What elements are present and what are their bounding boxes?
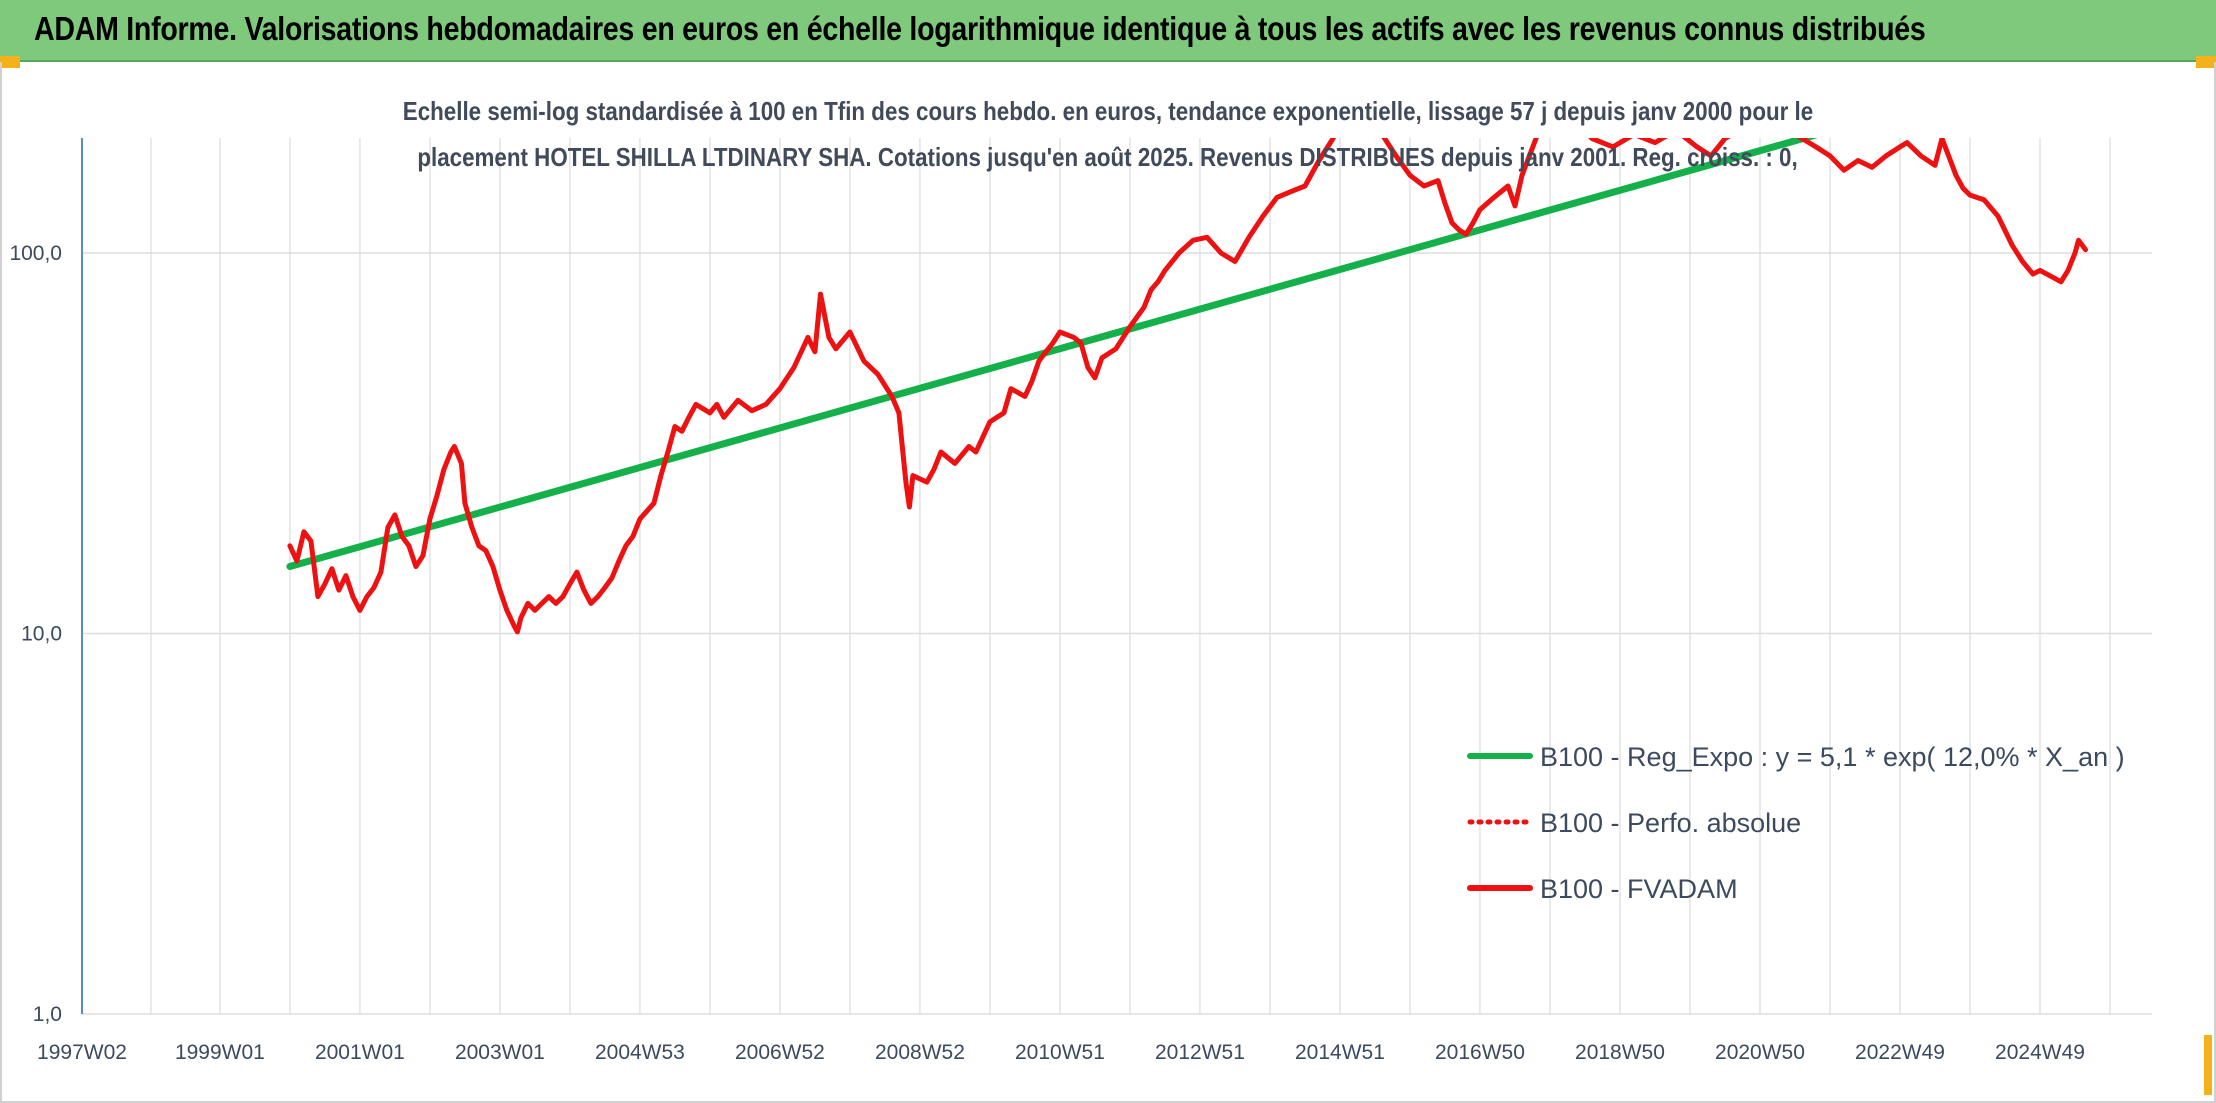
header-banner: ADAM Informe. Valorisations hebdomadaire… bbox=[0, 0, 2216, 62]
x-tick-label: 2004W53 bbox=[595, 1041, 685, 1064]
chart-frame bbox=[0, 62, 2216, 1103]
series-line-regression bbox=[286, 138, 1818, 570]
chart-subtitle-line-1: Echelle semi-log standardisée à 100 en T… bbox=[402, 96, 1814, 126]
series-line-fvadam bbox=[287, 138, 2088, 635]
series-layer bbox=[286, 138, 2088, 635]
x-tick-label: 2016W50 bbox=[1435, 1041, 1525, 1064]
x-tick-label: 2001W01 bbox=[315, 1041, 405, 1064]
page-title: ADAM Informe. Valorisations hebdomadaire… bbox=[34, 10, 1926, 47]
y-tick-label: 10,0 bbox=[21, 623, 62, 646]
x-tick-label: 2020W50 bbox=[1715, 1041, 1805, 1064]
x-tick-label: 2014W51 bbox=[1295, 1041, 1385, 1064]
legend-label: B100 - Perfo. absolue bbox=[1540, 808, 1801, 838]
y-tick-label: 1,0 bbox=[33, 1003, 62, 1026]
x-tick-label: 2022W49 bbox=[1855, 1041, 1945, 1064]
grid-lines bbox=[82, 138, 2152, 1015]
x-tick-label: 2010W51 bbox=[1015, 1041, 1105, 1064]
y-tick-label: 100,0 bbox=[9, 242, 62, 265]
legend: B100 - Reg_Expo : y = 5,1 * exp( 12,0% *… bbox=[1467, 742, 2125, 904]
x-tick-label: 2008W52 bbox=[875, 1041, 965, 1064]
legend-label: B100 - Reg_Expo : y = 5,1 * exp( 12,0% *… bbox=[1540, 742, 2125, 772]
chart-subtitle-line-2: placement HOTEL SHILLA LTDINARY SHA. Cot… bbox=[417, 142, 1799, 172]
legend-entry-fvadam: B100 - FVADAM bbox=[1467, 874, 1738, 904]
edge-marker bbox=[2204, 1035, 2212, 1095]
axes: 100,0 10,0 1,0 1997W02 1999W01 2001W01 2003W01… bbox=[9, 138, 2085, 1064]
x-tick-label: 2006W52 bbox=[735, 1041, 825, 1064]
corner-marker-left bbox=[0, 56, 20, 68]
corner-marker-right bbox=[2196, 56, 2216, 68]
x-tick-label: 2018W50 bbox=[1575, 1041, 1665, 1064]
legend-entry-regression: B100 - Reg_Expo : y = 5,1 * exp( 12,0% *… bbox=[1467, 742, 2125, 772]
x-tick-label: 2003W01 bbox=[455, 1041, 545, 1064]
x-tick-label: 2024W49 bbox=[1995, 1041, 2085, 1064]
x-tick-label: 1997W02 bbox=[37, 1041, 127, 1064]
x-tick-label: 1999W01 bbox=[175, 1041, 265, 1064]
x-tick-label: 2012W51 bbox=[1155, 1041, 1245, 1064]
legend-label: B100 - FVADAM bbox=[1540, 874, 1738, 904]
legend-entry-perfo-absolue: B100 - Perfo. absolue bbox=[1467, 808, 1801, 838]
